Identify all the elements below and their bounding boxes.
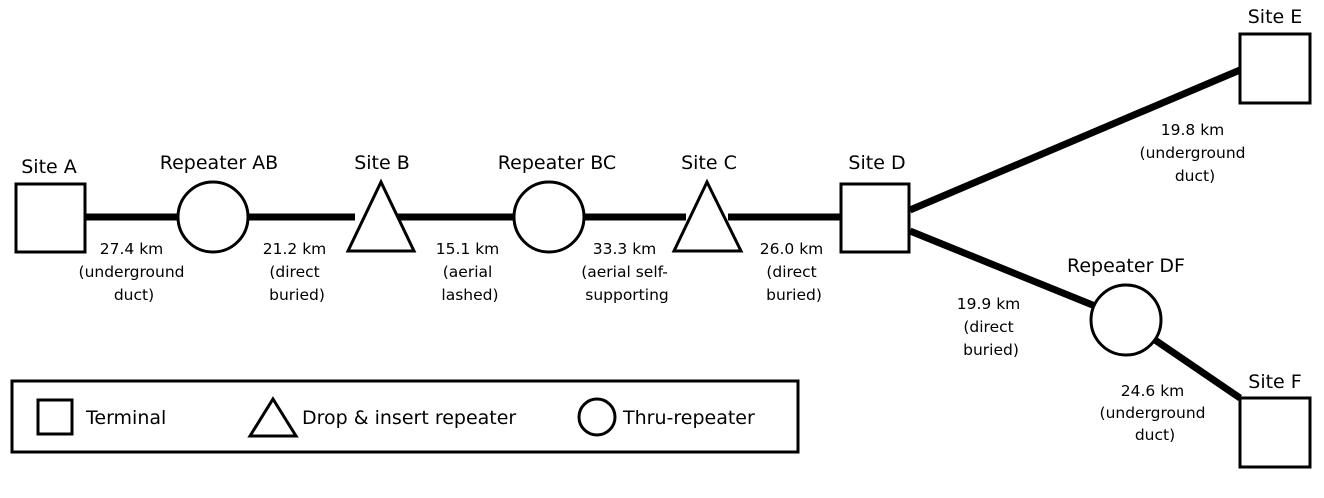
segment-b-rbc-label: 15.1 km (aerial lashed) [436, 240, 504, 304]
site-a-label: Site A [21, 156, 77, 178]
segment-d-e-type-1: (underground [1140, 144, 1246, 162]
legend-thru-symbol [577, 397, 617, 437]
legend-terminal-symbol [36, 398, 74, 436]
segment-b-rbc-type-1: (aerial [443, 263, 493, 281]
legend-drop-insert-label: Drop & insert repeater [302, 407, 516, 429]
repeater-ab-label: Repeater AB [160, 152, 278, 174]
segment-c-d-type-1: (direct [766, 263, 816, 281]
repeater-bc-thru-symbol [512, 180, 586, 254]
site-d-terminal-symbol [839, 182, 911, 254]
segment-rab-b-type-2: buried) [269, 286, 325, 304]
site-e-terminal-symbol [1238, 32, 1312, 105]
site-b-label: Site B [354, 152, 410, 174]
repeater-df-thru-symbol [1089, 283, 1163, 357]
legend: Terminal Drop & insert repeater Thru-rep… [10, 379, 800, 454]
segment-a-rab-distance: 27.4 km [100, 240, 164, 258]
segment-d-e-label: 19.8 km (underground duct) [1140, 121, 1251, 185]
node-labels: Site A Repeater AB Site B Repeater BC Si… [21, 6, 1302, 393]
segment-d-e-distance: 19.8 km [1161, 121, 1225, 139]
cable-rdf-f [1153, 337, 1242, 401]
node-symbols [14, 32, 1312, 469]
legend-thru-label: Thru-repeater [622, 407, 755, 429]
segment-rbc-c-type-1: (aerial self- [581, 263, 668, 281]
site-f-terminal-symbol [1238, 396, 1312, 469]
segment-a-rab-type-2: duct) [114, 286, 154, 304]
segment-rbc-c-distance: 33.3 km [593, 240, 657, 258]
cable-d-rdf [908, 227, 1097, 310]
segment-rab-b-label: 21.2 km (direct buried) [263, 240, 331, 304]
segment-a-rab-type-1: (underground [79, 263, 185, 281]
segment-d-e-type-2: duct) [1175, 167, 1215, 185]
repeater-ab-thru-symbol [176, 180, 250, 254]
site-c-label: Site C [681, 152, 737, 174]
segment-rbc-c-type-2: supporting [585, 286, 668, 304]
legend-frame [10, 379, 800, 454]
segment-c-d-type-2: buried) [766, 286, 822, 304]
segment-labels: 27.4 km (underground duct) 21.2 km (dire… [79, 121, 1251, 444]
legend-terminal-label: Terminal [85, 407, 166, 429]
segment-c-d-distance: 26.0 km [760, 240, 824, 258]
repeater-df-label: Repeater DF [1067, 255, 1185, 277]
segment-rdf-f-type-2: duct) [1135, 426, 1175, 444]
site-a-terminal-symbol [14, 182, 87, 254]
segment-rbc-c-label: 33.3 km (aerial self- supporting [581, 240, 673, 304]
site-d-label: Site D [848, 152, 905, 174]
legend-drop-insert-symbol [247, 396, 299, 438]
segment-rdf-f-distance: 24.6 km [1121, 382, 1185, 400]
site-e-label: Site E [1248, 6, 1303, 28]
segment-rab-b-distance: 21.2 km [263, 240, 327, 258]
segment-a-rab-label: 27.4 km (underground duct) [79, 240, 190, 304]
segment-d-rdf-type-1: (direct [963, 318, 1013, 336]
segment-b-rbc-type-2: lashed) [441, 286, 498, 304]
cable-d-e [908, 66, 1242, 214]
segment-b-rbc-distance: 15.1 km [436, 240, 500, 258]
cable-lines [86, 66, 1242, 401]
site-b-drop-insert-symbol [345, 178, 417, 253]
segment-rdf-f-label: 24.6 km (underground duct) [1100, 382, 1211, 444]
segment-c-d-label: 26.0 km (direct buried) [760, 240, 828, 304]
segment-rdf-f-type-1: (underground [1100, 404, 1206, 422]
repeater-bc-label: Repeater BC [498, 152, 616, 174]
segment-d-rdf-distance: 19.9 km [957, 295, 1021, 313]
site-f-label: Site F [1248, 371, 1301, 393]
site-c-drop-insert-symbol [671, 178, 744, 253]
segment-d-rdf-label: 19.9 km (direct buried) [957, 295, 1025, 359]
segment-d-rdf-type-2: buried) [963, 341, 1019, 359]
segment-rab-b-type-1: (direct [269, 263, 319, 281]
